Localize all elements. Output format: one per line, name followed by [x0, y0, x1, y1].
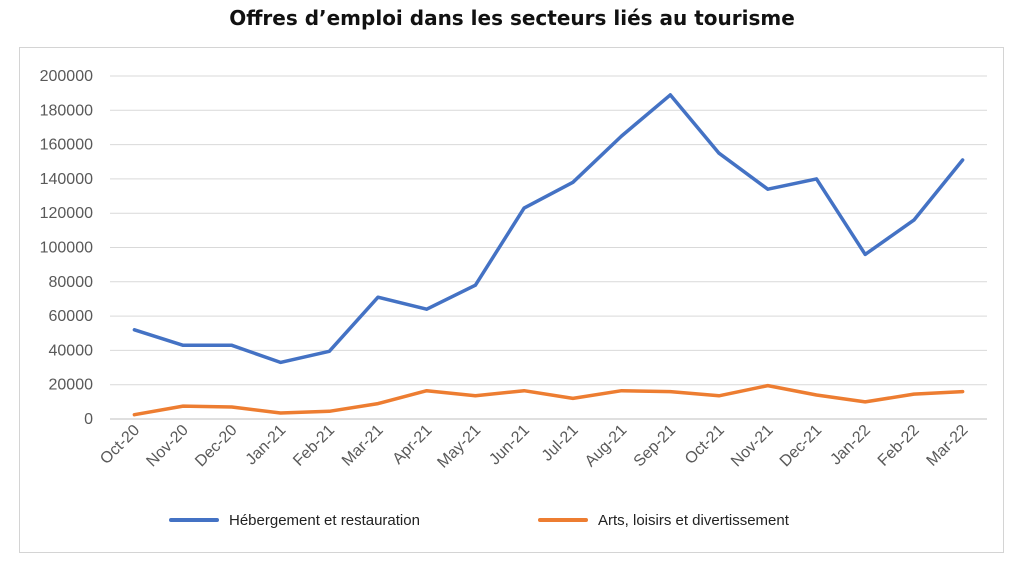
x-tick-label: Mar-21: [339, 422, 387, 470]
x-tick-label: Nov-20: [143, 422, 192, 471]
x-tick-label: Oct-20: [97, 422, 143, 468]
data-point: [425, 307, 429, 311]
x-tick-label: Mar-22: [924, 422, 972, 470]
y-tick-label: 20000: [49, 377, 94, 394]
data-point: [863, 252, 867, 256]
data-point: [327, 349, 331, 353]
chart-frame: [19, 47, 1004, 553]
legend-label: Arts, loisirs et divertissement: [598, 512, 790, 529]
data-point: [815, 393, 818, 397]
data-point: [717, 151, 721, 155]
y-tick-label: 200000: [40, 68, 93, 85]
y-tick-label: 120000: [40, 205, 93, 222]
x-tick-label: Jan-21: [243, 422, 290, 469]
series-line-2: [132, 383, 965, 417]
data-point: [473, 394, 477, 398]
data-point: [863, 400, 867, 404]
x-tick-label: May-21: [434, 422, 484, 472]
x-tick-label: Oct-21: [682, 422, 728, 468]
x-axis-ticks: Oct-20 Nov-20 Dec-20 Jan-21 Feb-21 Mar-21 Apr-…: [97, 422, 971, 472]
y-tick-label: 40000: [49, 342, 94, 359]
data-point: [668, 93, 672, 97]
x-tick-label: Nov-21: [728, 422, 777, 471]
data-point: [522, 206, 526, 210]
y-tick-label: 140000: [40, 171, 93, 188]
data-point: [717, 394, 721, 398]
gridlines: [110, 75, 987, 420]
data-point: [279, 411, 282, 415]
x-tick-label: Dec-20: [192, 422, 241, 471]
data-point: [279, 360, 282, 364]
data-point: [961, 158, 965, 162]
data-point: [668, 390, 672, 394]
y-tick-label: 180000: [40, 102, 93, 119]
data-point: [327, 409, 331, 413]
data-point: [912, 392, 916, 396]
data-point: [620, 389, 624, 393]
y-tick-label: 160000: [40, 137, 93, 154]
y-tick-label: 0: [84, 411, 93, 428]
data-point: [181, 343, 185, 347]
x-tick-label: Apr-21: [390, 422, 436, 468]
x-tick-label: Jun-21: [486, 422, 533, 469]
x-tick-label: Sep-21: [631, 422, 680, 471]
y-axis-ticks: 2000001800001600001400001200001000008000…: [40, 68, 93, 428]
x-tick-label: Feb-21: [290, 422, 338, 470]
chart-title: Offres d’emploi dans les secteurs liés a…: [229, 6, 795, 30]
legend: Hébergement et restauration Arts, loisirs…: [169, 512, 790, 529]
x-tick-label: Feb-22: [875, 422, 923, 470]
data-point: [571, 180, 575, 184]
x-tick-label: Dec-21: [777, 422, 826, 471]
data-point: [376, 295, 380, 299]
legend-label: Hébergement et restauration: [229, 512, 420, 529]
data-point: [425, 389, 429, 393]
data-point: [473, 283, 477, 287]
data-point: [376, 402, 380, 406]
y-tick-label: 80000: [49, 274, 94, 291]
series-lines: [132, 93, 965, 417]
data-point: [522, 389, 526, 393]
y-tick-label: 60000: [49, 308, 94, 325]
data-point: [230, 405, 234, 409]
data-point: [815, 177, 818, 181]
y-tick-label: 100000: [40, 240, 93, 257]
data-point: [912, 218, 916, 222]
data-point: [766, 187, 770, 191]
data-point: [132, 413, 136, 417]
data-point: [230, 343, 234, 347]
data-point: [961, 390, 965, 394]
data-point: [766, 384, 770, 388]
data-point: [181, 404, 185, 408]
data-point: [132, 328, 136, 332]
x-tick-label: Jan-22: [827, 422, 874, 469]
series-line-1: [132, 93, 965, 365]
x-tick-label: Jul-21: [539, 422, 582, 465]
data-point: [620, 134, 624, 138]
x-tick-label: Aug-21: [582, 422, 631, 471]
data-point: [571, 396, 575, 400]
